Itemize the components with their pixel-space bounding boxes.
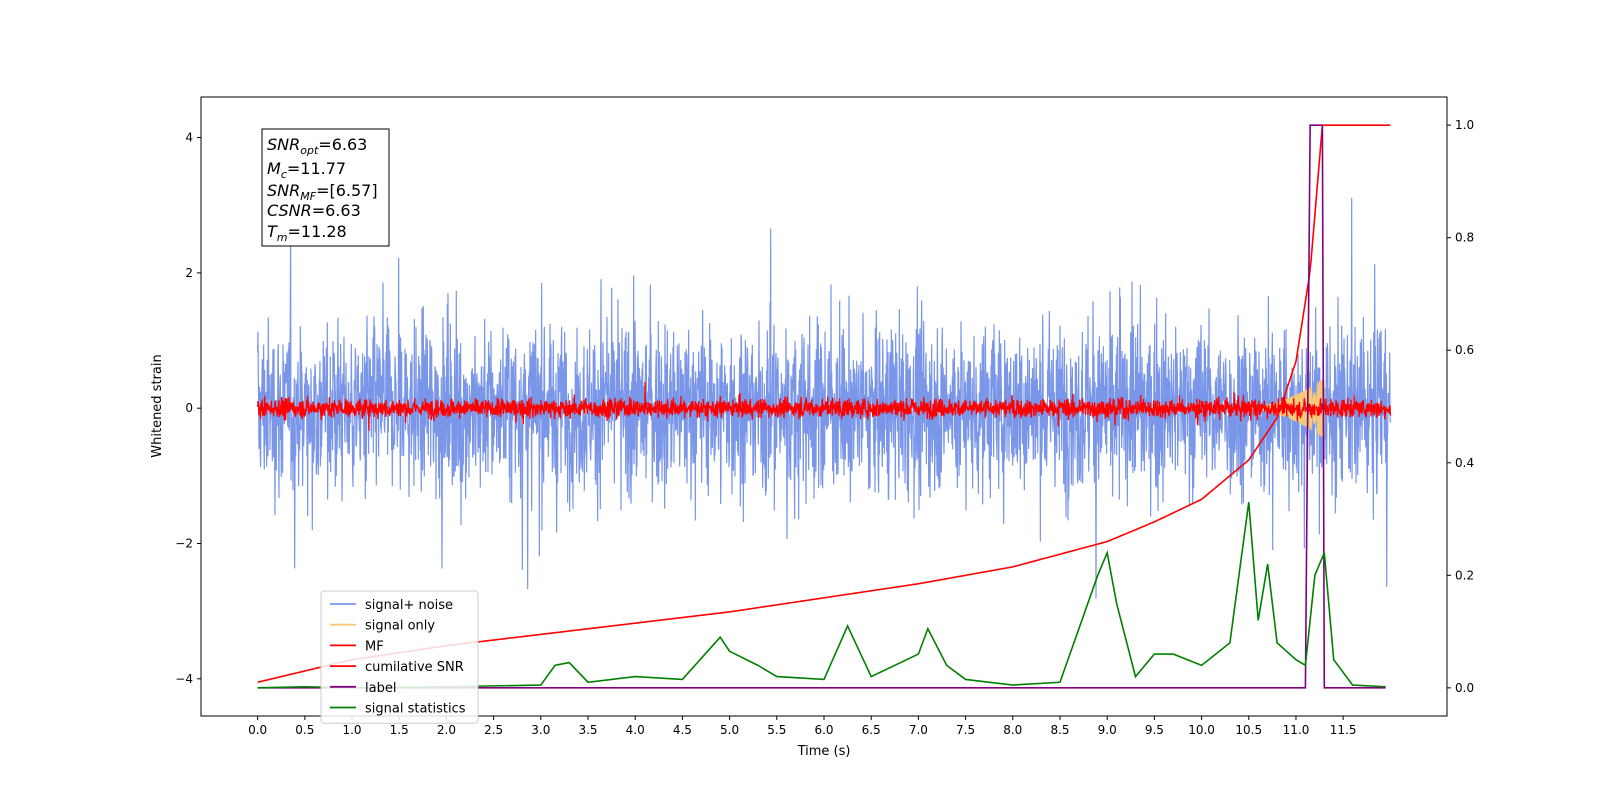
x-tick-label: 11.0 [1283, 723, 1310, 737]
legend-box [320, 590, 479, 724]
y2-tick-label: 1.0 [1455, 118, 1474, 132]
y-tick-label: 4 [185, 131, 193, 145]
x-axis-label: Time (s) [797, 744, 851, 759]
x-tick-label: 5.5 [767, 723, 786, 737]
legend-label-signal-statistics: signal statistics [365, 702, 466, 717]
x-tick-label: 3.0 [531, 723, 550, 737]
y-tick-label: −2 [175, 536, 193, 550]
x-tick-label: 9.0 [1098, 723, 1117, 737]
x-tick-label: 2.0 [437, 723, 456, 737]
series-signal-noise [257, 197, 1391, 599]
x-tick-label: 7.0 [909, 723, 928, 737]
x-tick-label: 5.0 [720, 723, 739, 737]
legend-label-label: label [365, 681, 396, 696]
x-tick-label: 0.5 [295, 723, 314, 737]
legend-label-signal-noise: signal+ noise [365, 598, 453, 613]
x-tick-label: 8.0 [1003, 723, 1022, 737]
y-tick-label: −4 [175, 672, 193, 686]
x-tick-label: 3.5 [578, 723, 597, 737]
y2-tick-label: 0.0 [1455, 681, 1474, 695]
x-tick-label: 11.5 [1330, 723, 1357, 737]
x-tick-label: 6.0 [814, 723, 833, 737]
y2-tick-label: 0.2 [1455, 568, 1474, 582]
y-axis-left: −4 −2 0 2 4 [175, 131, 201, 686]
y2-tick-label: 0.4 [1455, 456, 1474, 470]
x-tick-label: 7.5 [956, 723, 975, 737]
x-tick-label: 9.5 [1145, 723, 1164, 737]
y-axis-label: Whitened strain [150, 354, 165, 457]
legend-label-signal-only: signal only [365, 619, 435, 634]
series-label [257, 124, 1386, 689]
series-signal-statistics [257, 502, 1386, 689]
x-tick-label: 10.5 [1235, 723, 1262, 737]
x-tick-label: 1.0 [342, 723, 361, 737]
y2-tick-label: 0.8 [1455, 231, 1474, 245]
x-tick-label: 4.5 [673, 723, 692, 737]
annotation-snr-opt: SNRopt=6.63 [267, 135, 367, 157]
annotation-box: SNRopt=6.63 Mc=11.77 SNRMF=[6.57] CSNR=6… [261, 128, 390, 247]
y-tick-label: 2 [185, 266, 193, 280]
annotation-csnr: CSNR=6.63 [267, 201, 361, 220]
x-tick-label: 6.5 [862, 723, 881, 737]
y-tick-label: 0 [185, 401, 193, 415]
x-tick-label: 4.0 [626, 723, 645, 737]
x-axis: 0.0 0.5 1.0 1.5 2.0 2.5 3.0 3.5 4.0 4.5 5.0 5.5 6.0 6… [248, 716, 1357, 737]
annotation-snr-mf: SNRMF=[6.57] [267, 181, 378, 203]
legend-label-mf: MF [365, 639, 384, 654]
x-tick-label: 2.5 [484, 723, 503, 737]
series-mf [256, 381, 1392, 431]
x-tick-label: 1.5 [390, 723, 409, 737]
y-axis-right: 0.0 0.2 0.4 0.6 0.8 1.0 [1447, 118, 1474, 695]
annotation-mc: Mc=11.77 [267, 159, 346, 181]
legend: signal+ noise signal only MF cumilative SNR… [320, 590, 479, 724]
legend-label-cumilative-snr: cumilative SNR [365, 660, 464, 675]
x-tick-label: 10.0 [1188, 723, 1215, 737]
x-tick-label: 8.5 [1050, 723, 1069, 737]
y2-tick-label: 0.6 [1455, 343, 1474, 357]
annotation-tm: Tm=11.28 [267, 222, 347, 244]
x-tick-label: 0.0 [248, 723, 267, 737]
